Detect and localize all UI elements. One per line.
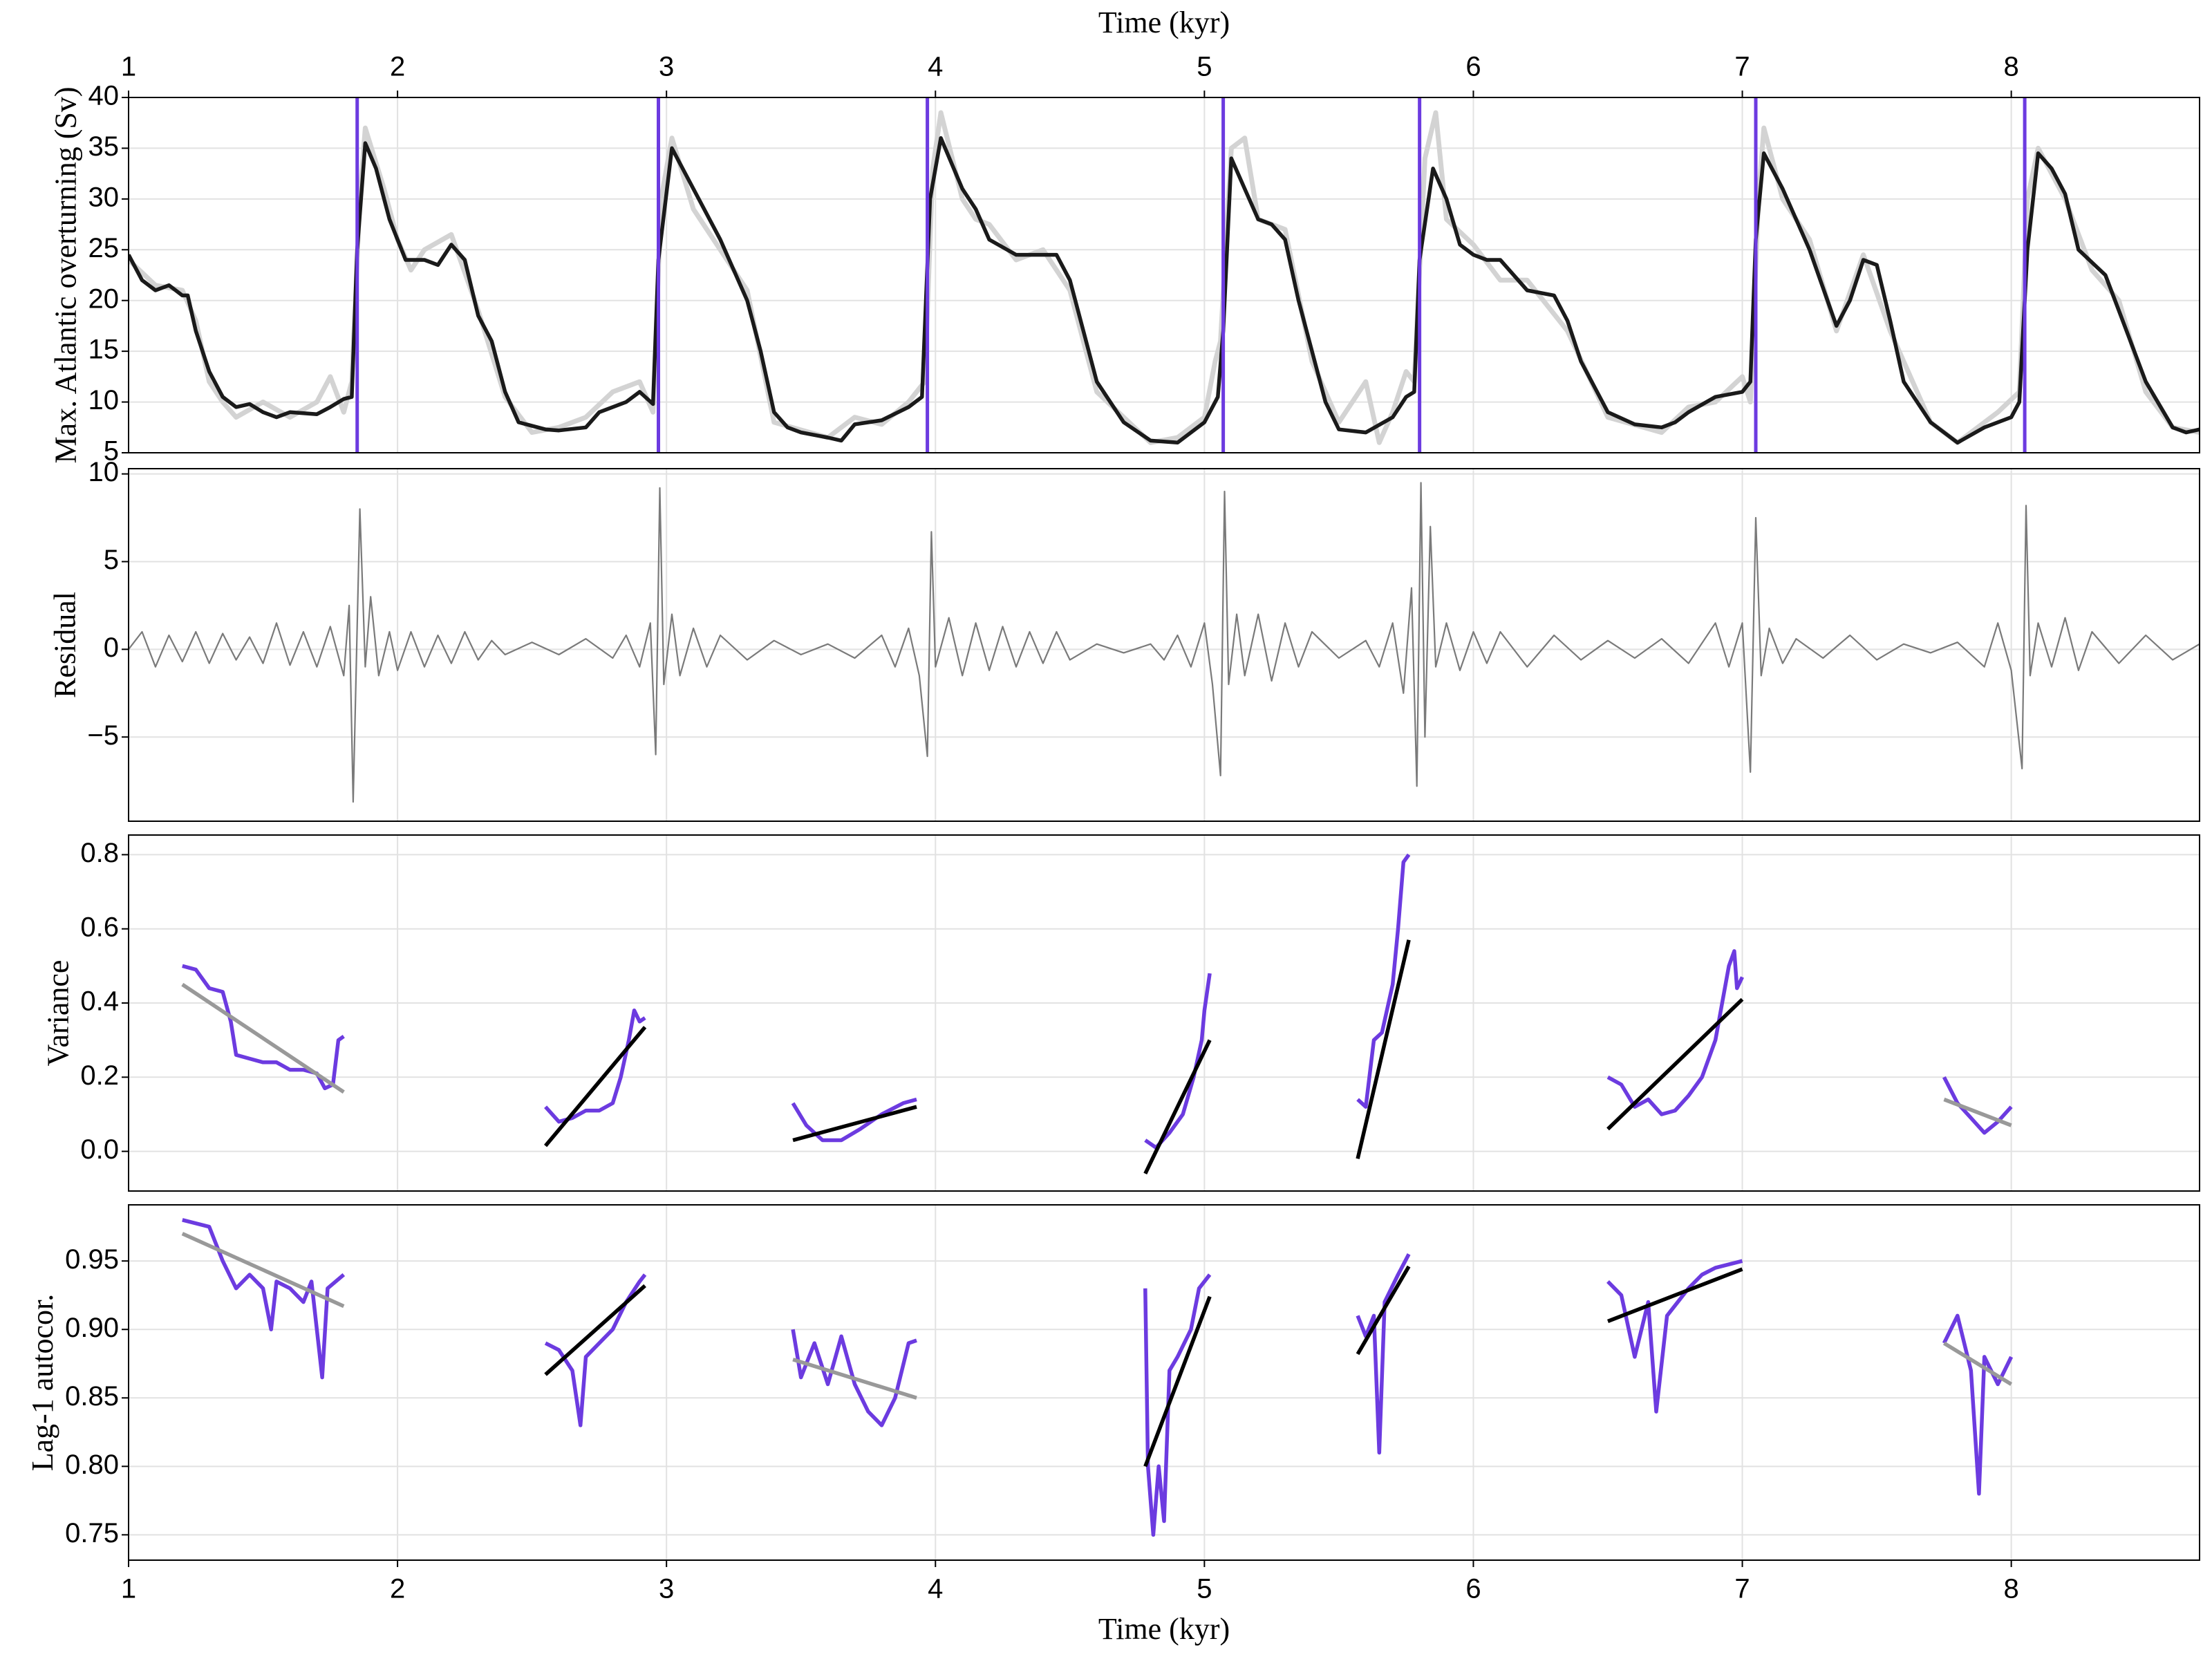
x-tick-label: 7 — [1734, 52, 1750, 82]
data-layer — [181, 853, 2013, 1174]
series-line — [129, 482, 2200, 803]
series-line — [1356, 1253, 1411, 1455]
y-tick-label: 10 — [88, 385, 120, 415]
plot-area — [129, 469, 2200, 821]
series-line — [1143, 1273, 1212, 1537]
x-tick-label: 4 — [928, 52, 943, 82]
data-layer — [181, 1218, 2014, 1537]
y-tick-label: 15 — [88, 335, 120, 365]
series-line — [181, 1232, 345, 1309]
series-line — [1942, 1313, 2014, 1496]
x-axis-title: Time (kyr) — [1098, 6, 1230, 39]
plot-area — [129, 97, 2200, 453]
y-tick-label: 20 — [88, 283, 120, 314]
y-tick-label: 0.80 — [65, 1450, 119, 1480]
series-line — [181, 982, 345, 1094]
y-tick-label: 0.4 — [80, 986, 119, 1017]
y-axis-title: Max. Atlantic overturning (Sv) — [49, 86, 83, 463]
y-tick-label: 35 — [88, 131, 120, 162]
series-line — [791, 1329, 917, 1427]
y-tick-label: 5 — [104, 436, 119, 467]
series-line — [544, 1273, 647, 1427]
series-line — [1143, 1295, 1212, 1468]
series-line — [1606, 997, 1744, 1131]
plot-frame — [128, 1204, 2200, 1561]
plot-frame — [128, 97, 2200, 453]
series-line — [792, 1105, 917, 1143]
panel: −5 0 5 10 Residual — [48, 457, 2200, 822]
y-tick-label: 0.75 — [65, 1518, 119, 1548]
y-tick-label: 30 — [88, 182, 120, 212]
series-line — [544, 1284, 646, 1376]
y-axis-title: Variance — [41, 960, 75, 1067]
x-tick-label: 1 — [121, 1574, 136, 1604]
x-tick-label: 1 — [121, 52, 136, 82]
x-tick-label: 2 — [390, 52, 405, 82]
series-line — [1143, 1039, 1212, 1174]
x-tick-label: 8 — [2004, 52, 2019, 82]
plot-frame — [128, 834, 2200, 1192]
series-line — [1607, 1267, 1743, 1323]
x-tick-label: 3 — [659, 52, 674, 82]
plot-frame — [128, 468, 2200, 822]
y-axis-title: Lag-1 autocor. — [26, 1294, 59, 1472]
y-tick-label: −5 — [87, 720, 119, 751]
x-tick-label: 2 — [390, 1574, 405, 1604]
series-line — [792, 1358, 917, 1400]
y-tick-label: 5 — [104, 545, 119, 575]
x-tick-label: 5 — [1197, 1574, 1212, 1604]
x-tick-label: 5 — [1197, 52, 1212, 82]
series-line — [1606, 949, 1744, 1116]
data-layer — [129, 97, 2200, 453]
y-tick-label: 0.95 — [65, 1244, 119, 1275]
x-tick-label: 6 — [1465, 52, 1481, 82]
y-tick-label: 0 — [104, 632, 119, 663]
series-line — [1356, 853, 1411, 1109]
series-line — [791, 1097, 917, 1143]
y-tick-label: 0.0 — [80, 1134, 119, 1165]
y-tick-label: 0.85 — [65, 1381, 119, 1412]
data-layer — [129, 482, 2200, 803]
y-tick-label: 0.6 — [80, 912, 119, 942]
series-line — [1356, 1265, 1411, 1356]
y-tick-label: 0.2 — [80, 1060, 119, 1091]
y-tick-label: 25 — [88, 233, 120, 263]
series-line — [1356, 939, 1411, 1159]
series-line — [1942, 1341, 2013, 1386]
panel: 0.0 0.2 0.4 0.6 0.8 Variance — [41, 834, 2200, 1192]
x-axis-title: Time (kyr) — [1098, 1612, 1230, 1646]
series-line — [1606, 1259, 1743, 1414]
series-line — [182, 964, 345, 1091]
y-tick-label: 10 — [88, 457, 120, 487]
x-tick-label: 4 — [928, 1574, 943, 1604]
series-line — [182, 1218, 346, 1380]
series-line — [1943, 1097, 2012, 1127]
y-tick-label: 40 — [88, 81, 120, 111]
y-tick-label: 0.8 — [80, 838, 119, 868]
x-tick-label: 6 — [1465, 1574, 1481, 1604]
series-line — [543, 1026, 647, 1147]
series-line — [129, 135, 2200, 445]
x-tick-label: 7 — [1734, 1574, 1750, 1604]
y-tick-label: 0.90 — [65, 1313, 119, 1343]
x-tick-label: 8 — [2004, 1574, 2019, 1604]
y-axis-title: Residual — [48, 592, 82, 698]
x-tick-label: 3 — [659, 1574, 674, 1604]
